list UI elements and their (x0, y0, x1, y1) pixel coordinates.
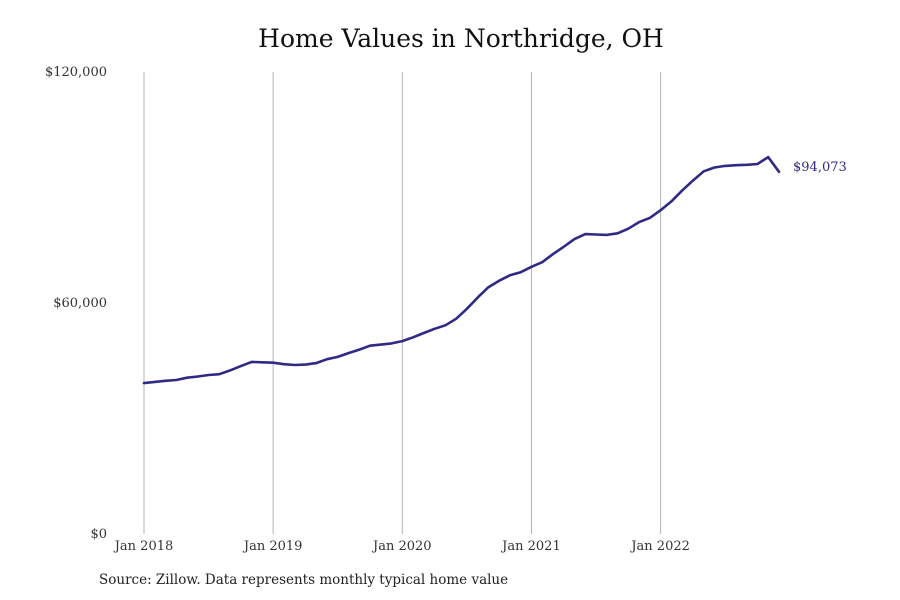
y-tick-label: $60,000 (53, 296, 107, 311)
x-tick-label: Jan 2018 (113, 539, 174, 554)
y-tick-label: $0 (90, 527, 107, 542)
x-tick-label: Jan 2019 (242, 539, 303, 554)
x-tick-label: Jan 2020 (371, 539, 432, 554)
source-note: Source: Zillow. Data represents monthly … (99, 572, 509, 588)
chart-title: Home Values in Northridge, OH (258, 24, 664, 53)
y-tick-labels: $0 $60,000 $120,000 (45, 65, 107, 542)
x-tick-label: Jan 2021 (500, 539, 561, 554)
series-line (142, 155, 781, 385)
end-value-label: $94,073 (793, 160, 847, 175)
x-tick-label: Jan 2022 (629, 539, 690, 554)
y-tick-label: $120,000 (45, 65, 107, 80)
end-value-labels: $94,073 (793, 160, 847, 175)
series-lines (142, 155, 781, 385)
grid-lines (143, 72, 662, 534)
x-tick-labels: Jan 2018 Jan 2019 Jan 2020 Jan 2021 Jan 2022 (113, 539, 690, 554)
